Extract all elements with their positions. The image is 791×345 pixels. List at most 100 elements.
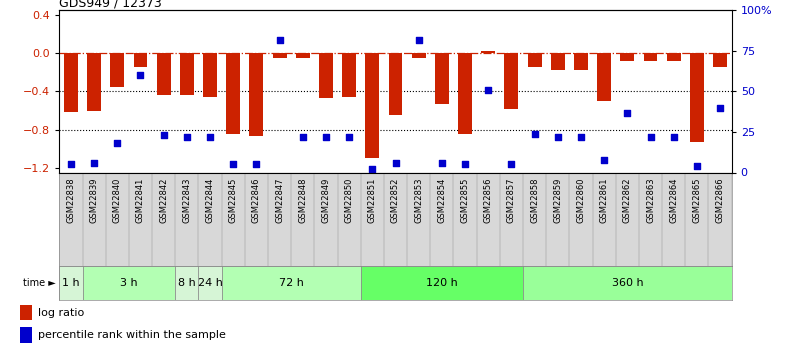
Text: 120 h: 120 h xyxy=(426,278,458,288)
Bar xyxy=(528,53,542,67)
Point xyxy=(621,110,634,115)
Bar xyxy=(505,53,518,109)
Text: GSM22845: GSM22845 xyxy=(229,177,238,223)
Point xyxy=(668,134,680,140)
Bar xyxy=(20,305,32,320)
Bar xyxy=(249,53,263,136)
Point xyxy=(551,134,564,140)
Text: GSM22852: GSM22852 xyxy=(391,177,400,223)
Text: GSM22843: GSM22843 xyxy=(183,177,191,223)
Text: GSM22862: GSM22862 xyxy=(623,177,632,223)
Bar xyxy=(713,53,727,67)
Point xyxy=(691,163,703,169)
Bar xyxy=(597,53,611,101)
Point xyxy=(436,160,448,166)
Point xyxy=(366,167,379,172)
Point xyxy=(227,161,240,167)
Text: time ►: time ► xyxy=(23,278,55,288)
Point xyxy=(88,160,100,166)
Text: GSM22858: GSM22858 xyxy=(530,177,539,223)
Bar xyxy=(176,266,199,300)
Text: 360 h: 360 h xyxy=(611,278,643,288)
Bar xyxy=(180,53,194,95)
Point xyxy=(644,134,657,140)
Bar xyxy=(523,266,732,300)
Point xyxy=(482,87,494,92)
Text: GSM22853: GSM22853 xyxy=(414,177,423,223)
Point xyxy=(273,37,286,42)
Bar xyxy=(690,53,704,142)
Text: GSM22857: GSM22857 xyxy=(507,177,516,223)
Text: GSM22841: GSM22841 xyxy=(136,177,145,223)
Bar xyxy=(64,53,78,112)
Text: 72 h: 72 h xyxy=(278,278,304,288)
Point xyxy=(250,161,263,167)
Bar xyxy=(226,53,240,134)
Text: GSM22854: GSM22854 xyxy=(437,177,446,223)
Text: GSM22842: GSM22842 xyxy=(159,177,168,223)
Bar xyxy=(620,53,634,61)
Text: GSM22855: GSM22855 xyxy=(460,177,470,223)
Point xyxy=(505,161,518,167)
Text: GSM22850: GSM22850 xyxy=(345,177,354,223)
Text: GSM22847: GSM22847 xyxy=(275,177,284,223)
Text: GSM22844: GSM22844 xyxy=(206,177,214,223)
Bar xyxy=(203,53,217,97)
Text: 3 h: 3 h xyxy=(120,278,138,288)
Point xyxy=(389,160,402,166)
Text: GDS949 / 12373: GDS949 / 12373 xyxy=(59,0,162,9)
Text: GSM22861: GSM22861 xyxy=(600,177,608,223)
Bar xyxy=(110,53,124,87)
Point xyxy=(528,131,541,136)
Bar xyxy=(221,266,361,300)
Bar xyxy=(574,53,588,70)
Bar xyxy=(435,53,448,104)
Point xyxy=(157,132,170,138)
Text: GSM22863: GSM22863 xyxy=(646,177,655,223)
Bar xyxy=(412,53,426,58)
Point xyxy=(412,37,425,42)
Bar xyxy=(20,327,32,343)
Point xyxy=(343,134,355,140)
Point xyxy=(713,105,726,110)
Text: GSM22839: GSM22839 xyxy=(89,177,99,223)
Text: GSM22846: GSM22846 xyxy=(252,177,261,223)
Text: GSM22859: GSM22859 xyxy=(553,177,562,223)
Bar xyxy=(361,266,523,300)
Text: GSM22856: GSM22856 xyxy=(484,177,493,223)
Bar xyxy=(199,266,221,300)
Bar xyxy=(388,53,403,115)
Bar xyxy=(157,53,171,95)
Point xyxy=(320,134,332,140)
Bar xyxy=(644,53,657,61)
Point xyxy=(180,134,193,140)
Point xyxy=(134,72,147,78)
Bar xyxy=(458,53,472,134)
Point xyxy=(65,161,78,167)
Point xyxy=(297,134,309,140)
Text: GSM22860: GSM22860 xyxy=(577,177,585,223)
Bar xyxy=(481,51,495,53)
Text: percentile rank within the sample: percentile rank within the sample xyxy=(38,330,225,340)
Bar xyxy=(296,53,310,58)
Text: GSM22840: GSM22840 xyxy=(113,177,122,223)
Point xyxy=(111,140,123,146)
Text: GSM22848: GSM22848 xyxy=(298,177,307,223)
Text: 8 h: 8 h xyxy=(178,278,195,288)
Point xyxy=(598,157,611,162)
Bar xyxy=(343,53,356,97)
Text: 1 h: 1 h xyxy=(62,278,80,288)
Bar xyxy=(82,266,176,300)
Bar xyxy=(667,53,681,61)
Text: GSM22838: GSM22838 xyxy=(66,177,75,223)
Text: GSM22866: GSM22866 xyxy=(716,177,725,223)
Bar xyxy=(551,53,565,70)
Bar xyxy=(273,53,286,58)
Point xyxy=(574,134,587,140)
Text: GSM22865: GSM22865 xyxy=(692,177,702,223)
Bar xyxy=(319,53,333,98)
Bar xyxy=(134,53,147,67)
Text: log ratio: log ratio xyxy=(38,308,84,318)
Bar xyxy=(365,53,379,158)
Text: GSM22851: GSM22851 xyxy=(368,177,377,223)
